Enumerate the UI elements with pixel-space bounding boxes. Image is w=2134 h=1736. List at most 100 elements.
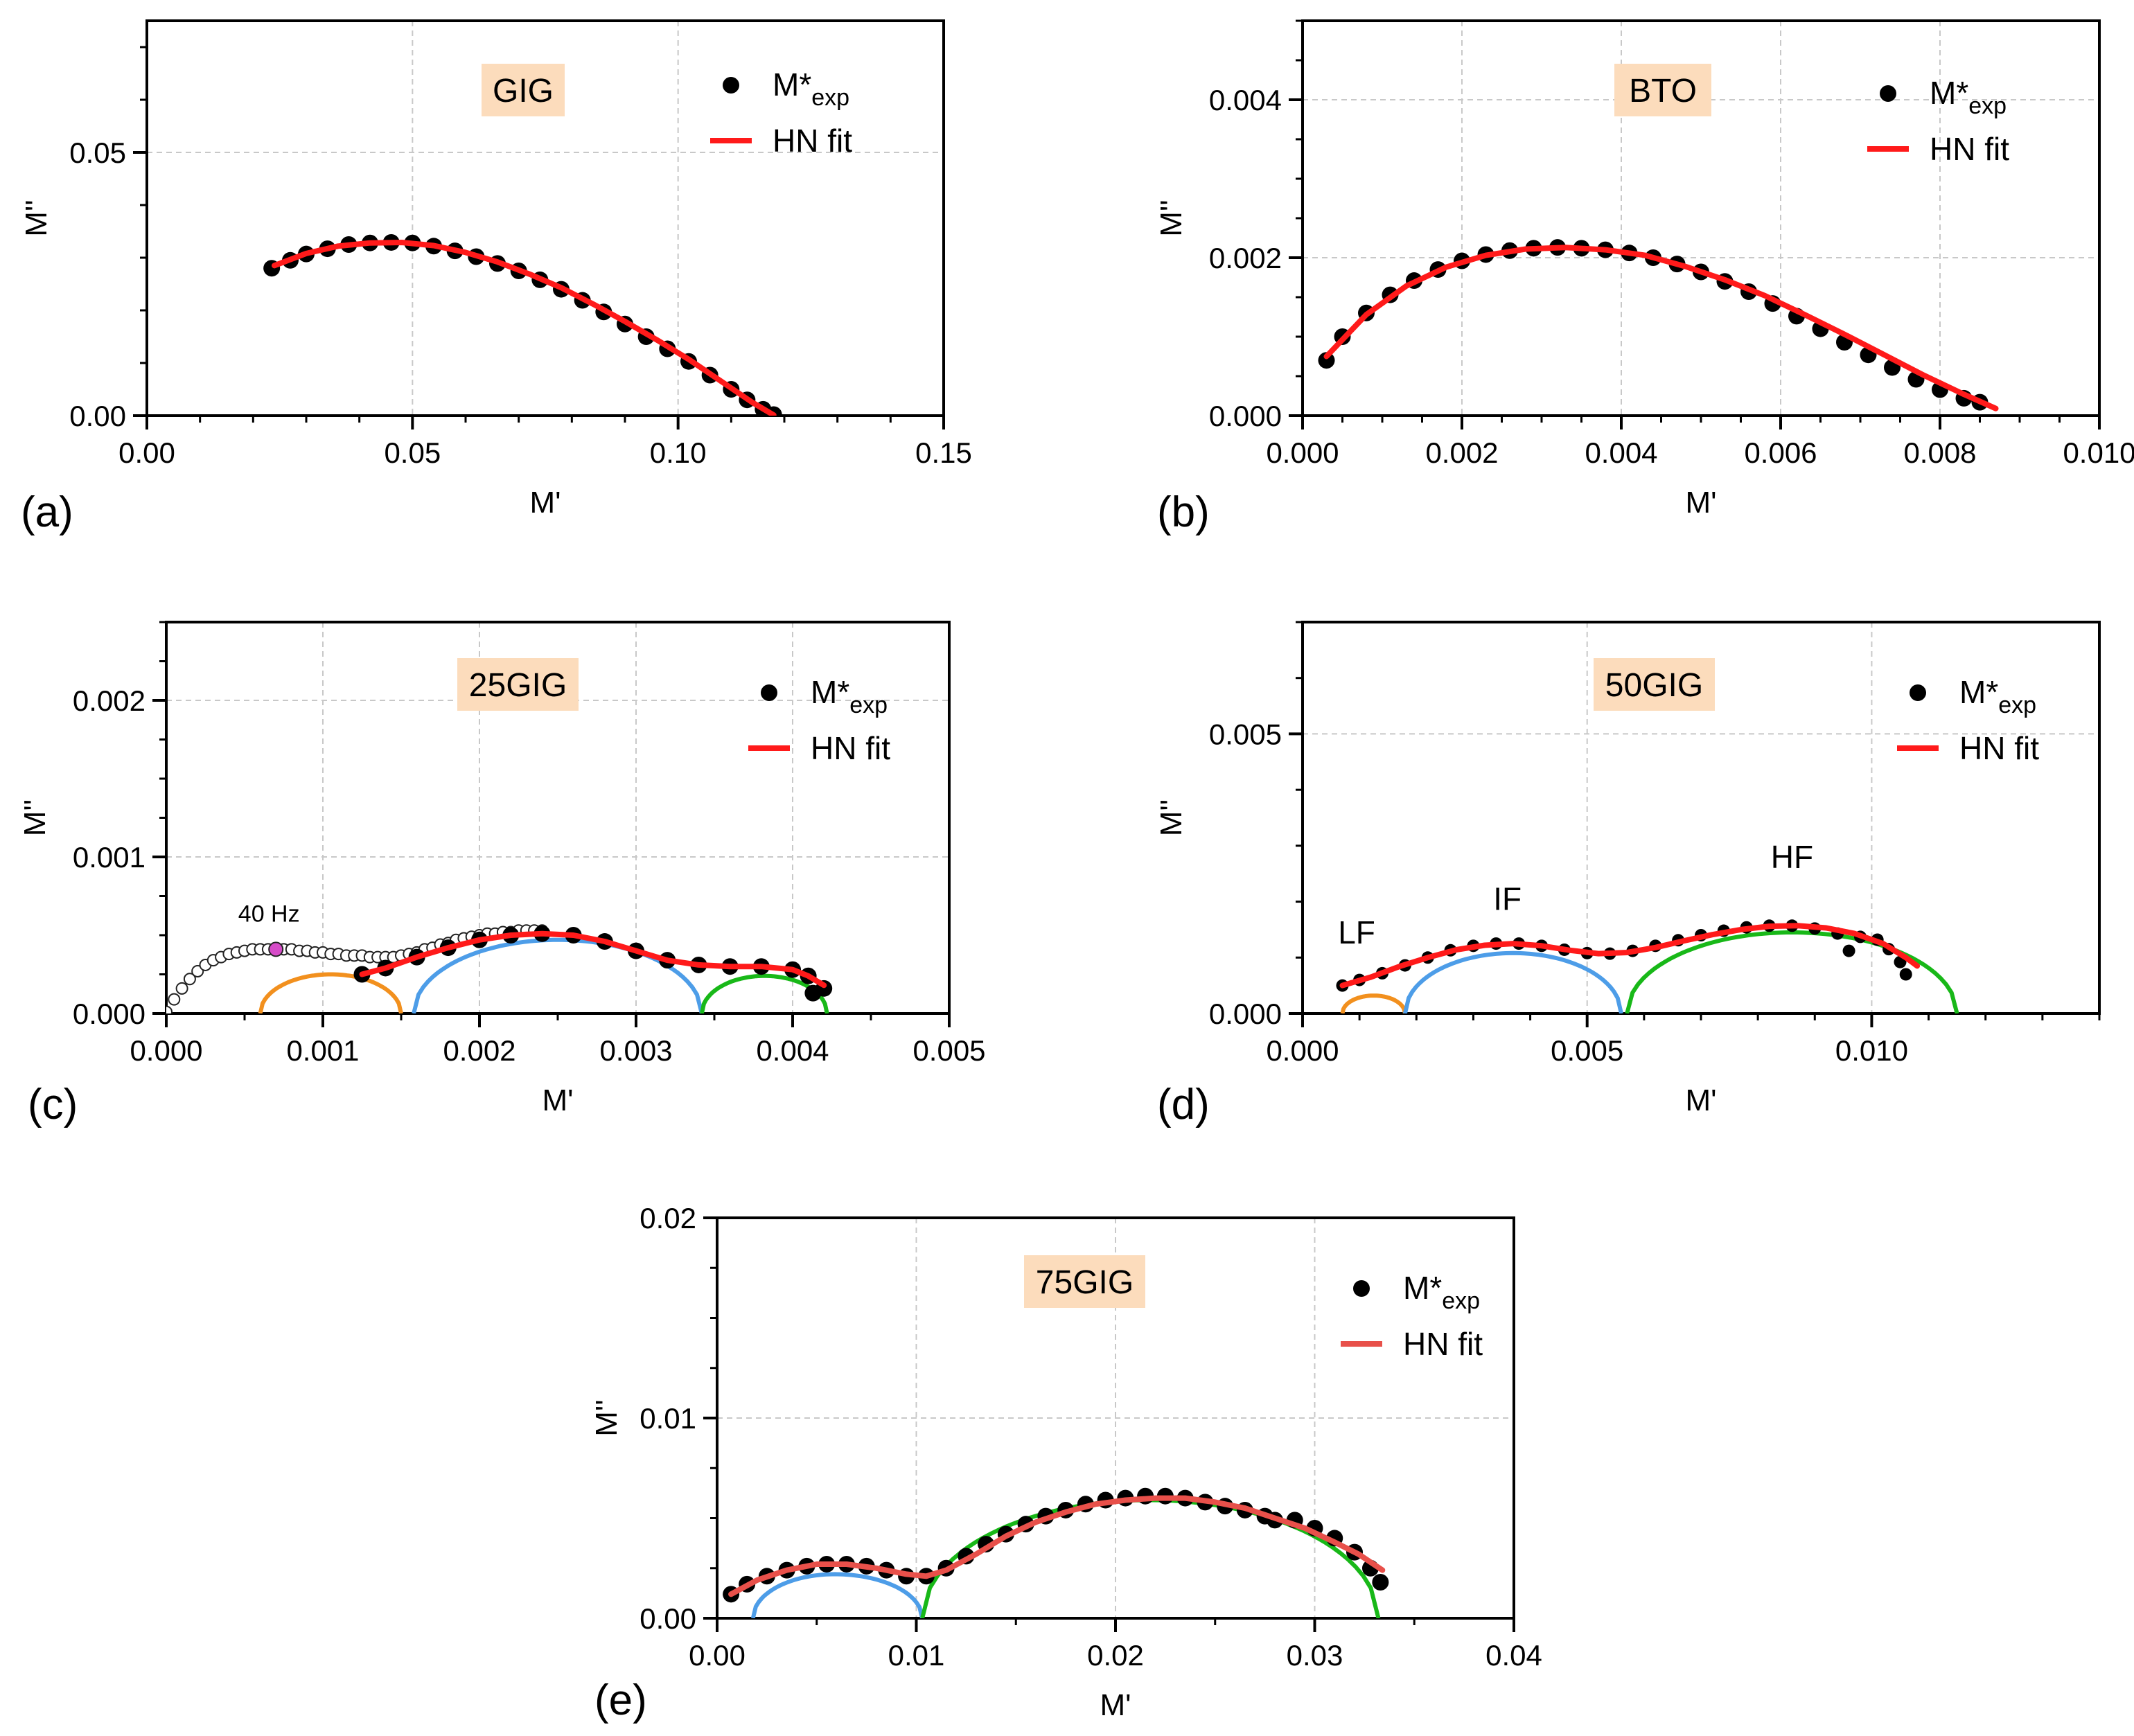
y-tick-label: 0.05 xyxy=(69,136,126,169)
exp-data-point xyxy=(1318,352,1335,369)
sample-label: 50GIG xyxy=(1605,667,1703,704)
component-arc-if xyxy=(412,937,704,1013)
legend-exp-marker xyxy=(1880,85,1896,102)
panel-e: 0.00 0.01 0.02 0.03 0.04 0.00 0.01 0.02 M' M'' (e)… xyxy=(590,1202,1542,1724)
x-axis-label: M' xyxy=(1685,486,1716,520)
panel-label: (e) xyxy=(594,1676,647,1724)
y-tick-label: 0.00 xyxy=(69,400,126,432)
legend-fit-label: HN fit xyxy=(1403,1326,1483,1362)
x-axis-label: M' xyxy=(529,486,561,520)
y-tick-label: 0.002 xyxy=(1209,242,1282,274)
legend-exp-marker xyxy=(1910,684,1926,701)
legend-exp-label: M*exp xyxy=(1403,1270,1480,1314)
legend-fit-label: HN fit xyxy=(1959,730,2039,766)
legend-fit-label: HN fit xyxy=(1930,131,2009,167)
x-tick-label: 0.006 xyxy=(1744,436,1817,469)
sample-badge xyxy=(1024,1255,1145,1308)
y-tick-label: 0.000 xyxy=(73,998,146,1030)
y-tick-label: 0.000 xyxy=(1209,400,1282,432)
legend-fit-label: HN fit xyxy=(773,123,852,159)
x-tick-label: 0.003 xyxy=(599,1034,672,1067)
x-axis-label: M' xyxy=(1685,1083,1716,1117)
panel-d: 0.000 0.005 0.010 0.000 0.005 M' M'' (d) 50GIG LF… xyxy=(1154,621,2101,1128)
open-data-point xyxy=(183,973,196,986)
data-area xyxy=(1336,919,1959,1013)
legend-exp-label: M*exp xyxy=(1930,75,2007,119)
sample-label: 25GIG xyxy=(469,667,567,704)
x-tick-label: 0.00 xyxy=(689,1639,746,1672)
open-data-point xyxy=(166,1005,173,1013)
exp-data-point xyxy=(1899,968,1912,981)
x-tick-label: 0.02 xyxy=(1087,1639,1144,1672)
x-tick-label: 0.010 xyxy=(2063,436,2134,469)
data-area xyxy=(166,924,833,1013)
legend-exp-marker xyxy=(723,77,739,94)
y-axis-label: M'' xyxy=(1154,799,1188,836)
y-tick-label: 0.00 xyxy=(640,1602,696,1635)
y-tick-label: 0.005 xyxy=(1209,718,1282,750)
y-tick-label: 0.01 xyxy=(640,1402,696,1435)
sample-label: BTO xyxy=(1629,73,1697,109)
panel-label: (d) xyxy=(1157,1081,1210,1128)
y-axis-label: M'' xyxy=(19,200,53,236)
component-arc-if xyxy=(750,1572,925,1618)
sample-badge xyxy=(457,658,579,711)
x-tick-label: 0.04 xyxy=(1485,1639,1542,1672)
region-label-lf: LF xyxy=(1338,914,1375,950)
x-tick-label: 0.00 xyxy=(118,436,175,469)
y-tick-label: 0.004 xyxy=(1209,84,1282,116)
y-tick-label: 0.002 xyxy=(73,684,146,717)
component-arc-hf xyxy=(920,1498,1381,1618)
x-tick-label: 0.002 xyxy=(1425,436,1498,469)
x-tick-label: 0.005 xyxy=(912,1034,985,1067)
x-tick-label: 0.004 xyxy=(1585,436,1657,469)
legend-exp-label: M*exp xyxy=(811,674,888,718)
data-area xyxy=(263,233,782,416)
panel-label: (b) xyxy=(1157,488,1210,536)
hn-fit-line xyxy=(359,930,827,989)
data-area xyxy=(723,1487,1389,1618)
y-axis-label: M'' xyxy=(1154,200,1188,236)
x-tick-label: 0.03 xyxy=(1287,1639,1343,1672)
y-axis-label: M'' xyxy=(590,1399,624,1436)
x-tick-label: 0.000 xyxy=(1266,1034,1339,1067)
component-arc-lf xyxy=(258,972,403,1013)
sample-badge xyxy=(1594,658,1715,711)
component-arc-if xyxy=(1402,950,1623,1013)
open-data-point xyxy=(168,993,181,1006)
y-axis-label: M'' xyxy=(18,799,52,836)
x-tick-label: 0.001 xyxy=(286,1034,359,1067)
highlight-point xyxy=(268,941,284,957)
panel-b: 0.000 0.002 0.004 0.006 0.008 0.010 0.000 0.002… xyxy=(1154,19,2134,536)
sample-badge xyxy=(1614,64,1711,116)
x-tick-label: 0.05 xyxy=(384,436,441,469)
x-tick-label: 0.002 xyxy=(443,1034,515,1067)
sample-label: GIG xyxy=(493,73,554,109)
x-tick-label: 0.005 xyxy=(1551,1034,1623,1067)
sample-label: 75GIG xyxy=(1036,1264,1134,1301)
y-tick-label: 0.001 xyxy=(73,841,146,874)
legend-exp-label: M*exp xyxy=(1959,674,2036,718)
region-label-hf: HF xyxy=(1771,839,1813,875)
x-tick-label: 0.000 xyxy=(130,1034,202,1067)
open-data-point xyxy=(175,982,188,995)
hn-fit-line xyxy=(1323,245,1999,411)
sample-badge xyxy=(482,64,565,116)
legend-fit-label: HN fit xyxy=(811,730,890,766)
x-tick-label: 0.010 xyxy=(1835,1034,1908,1067)
x-tick-label: 0.008 xyxy=(1903,436,1976,469)
hn-fit-line xyxy=(728,1495,1386,1597)
panel-c: 0.000 0.001 0.002 0.003 0.004 0.005 0.000 0.001… xyxy=(18,621,986,1128)
panel-label: (a) xyxy=(21,488,73,536)
data-area xyxy=(1318,239,1999,411)
hn-fit-line xyxy=(1339,923,1921,989)
x-axis-label: M' xyxy=(1100,1688,1131,1722)
x-axis-label: M' xyxy=(542,1083,573,1117)
exp-data-point xyxy=(1372,1573,1389,1591)
component-arc-lf xyxy=(1340,993,1407,1013)
x-tick-label: 0.15 xyxy=(915,436,972,469)
x-tick-label: 0.004 xyxy=(756,1034,829,1067)
hn-fit-line xyxy=(272,240,777,416)
x-tick-label: 0.10 xyxy=(650,436,707,469)
